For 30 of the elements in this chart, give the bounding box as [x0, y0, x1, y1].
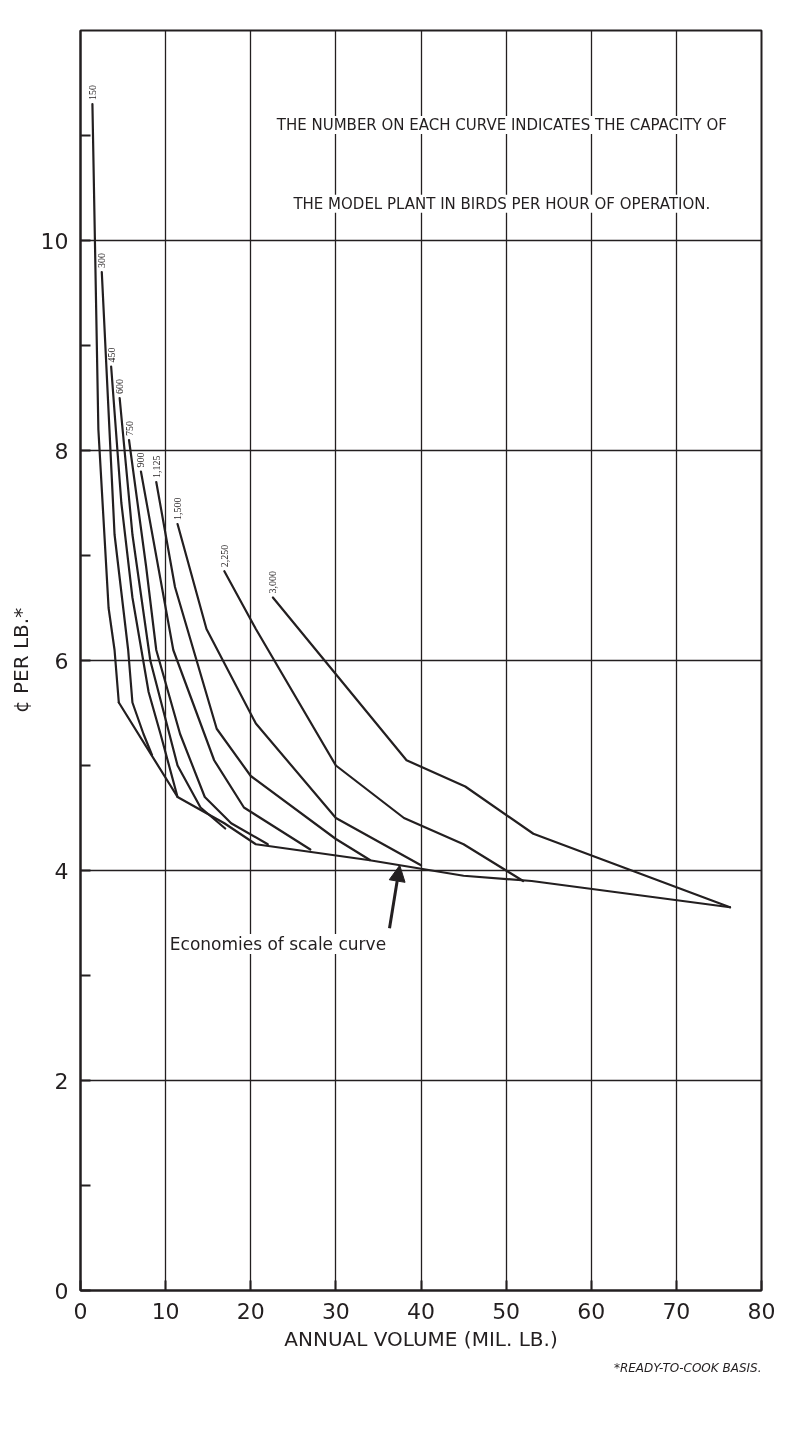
- y-tick-label: 10: [40, 228, 69, 254]
- text: 450: [105, 347, 117, 363]
- text: *READY-TO-COOK BASIS.: [613, 1360, 762, 1375]
- text: 1,125: [150, 455, 162, 478]
- text: 1,500: [172, 497, 184, 520]
- x-tick-label: 50: [492, 1298, 521, 1324]
- text: 150: [86, 85, 98, 100]
- x-tick-label: 10: [151, 1298, 180, 1324]
- text: 300: [96, 253, 108, 268]
- x-tick-label: 80: [747, 1298, 776, 1324]
- text: 900: [135, 452, 147, 468]
- y-tick-label: 2: [54, 1068, 69, 1094]
- text: 600: [114, 379, 126, 394]
- text: THE NUMBER ON EACH CURVE INDICATES THE CAPACITY OF THE MODEL PLANT IN BIRDS PER HOUR OF OPERATION.: [276, 116, 727, 213]
- y-tick-label: 6: [54, 648, 69, 674]
- y-tick-label: 0: [54, 1278, 69, 1304]
- text: 750: [123, 421, 135, 436]
- y-axis-title: ¢ PER LB.*: [8, 607, 33, 714]
- x-tick-label: 0: [73, 1298, 88, 1324]
- text: 2,250: [218, 544, 230, 568]
- y-tick-label: 4: [54, 858, 69, 884]
- annotation: Economies of scale curve: [169, 934, 387, 954]
- x-tick-label: 40: [407, 1298, 435, 1324]
- text: 3,000: [267, 571, 279, 594]
- x-tick-label: 60: [577, 1298, 606, 1324]
- y-tick-label: 8: [54, 438, 69, 464]
- x-axis-title: ANNUAL VOLUME (MIL. LB.): [284, 1326, 558, 1351]
- x-tick-label: 70: [662, 1298, 691, 1324]
- x-tick-label: 30: [321, 1298, 350, 1324]
- x-tick-label: 20: [236, 1298, 265, 1324]
